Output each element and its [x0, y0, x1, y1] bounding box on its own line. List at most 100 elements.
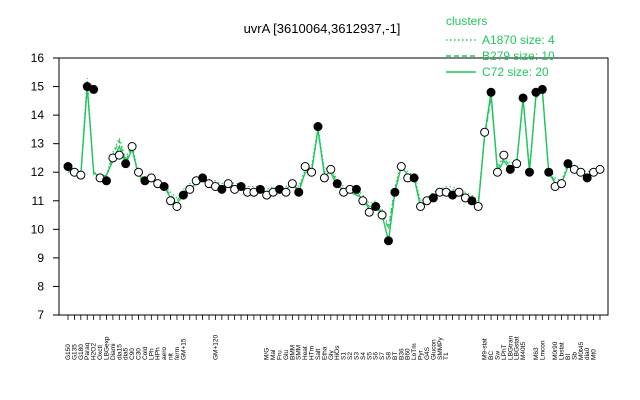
x-tick-label: ferm	[174, 347, 181, 360]
data-point	[377, 210, 387, 220]
x-tick-label: M0r90	[552, 341, 559, 360]
x-tick-label: Sb	[571, 352, 578, 360]
plot-border	[58, 57, 609, 316]
x-tick-label: C90	[129, 348, 136, 360]
x-tick-label: Cold	[142, 346, 149, 360]
data-point	[486, 87, 496, 97]
y-tick-label: 8	[37, 279, 44, 293]
data-point	[281, 187, 291, 197]
x-tick-label: nit	[168, 353, 175, 360]
data-point	[89, 84, 99, 94]
data-point	[544, 167, 554, 177]
data-point	[390, 187, 400, 197]
data-point	[524, 167, 534, 177]
x-tick-label: Sw	[494, 351, 501, 360]
series-layer	[67, 77, 600, 241]
x-tick-label: LBGtran	[507, 335, 514, 360]
data-point	[114, 150, 124, 160]
legend-title: clusters	[446, 14, 487, 28]
data-point	[172, 201, 182, 211]
x-tick-label: B60	[405, 348, 412, 360]
x-tick-label: S5	[366, 352, 373, 360]
x-tick-label: SMM	[296, 345, 303, 360]
x-tick-label: S6	[373, 352, 380, 360]
x-tick-label: Mt0	[591, 349, 598, 360]
x-axis: G150 G135 G180 Paraq H2O2 Oxctl LBGexp Diami dia…	[65, 315, 601, 361]
x-tick-label: GM+120	[212, 335, 219, 360]
y-tick-label: 12	[31, 165, 45, 179]
data-point	[576, 167, 586, 177]
y-tick-label: 9	[37, 251, 44, 265]
data-point	[319, 173, 329, 183]
x-tick-label: HTm	[309, 346, 316, 360]
y-tick-label: 15	[31, 80, 45, 94]
x-tick-label: Pyr	[418, 349, 425, 360]
y-tick-label: 10	[31, 222, 45, 236]
chart-title: uvrA [3610064,3612937,-1]	[244, 21, 401, 36]
data-point	[101, 176, 111, 186]
x-tick-label: GM+15	[180, 338, 187, 360]
data-point	[364, 207, 374, 217]
data-point	[287, 179, 297, 189]
x-tick-label: Paraq	[84, 342, 91, 360]
x-tick-label: Glu	[283, 350, 290, 361]
x-tick-label: LPh	[148, 348, 155, 360]
x-tick-label: M/G	[264, 348, 271, 360]
data-point	[473, 201, 483, 211]
data-point	[358, 196, 368, 206]
x-tick-label: Salt	[315, 349, 322, 360]
x-tick-label: Lmcon	[539, 340, 546, 360]
x-tick-label: BI	[565, 354, 572, 360]
data-point	[217, 184, 227, 194]
data-point	[223, 179, 233, 189]
y-tick-label: 14	[31, 108, 45, 122]
x-tick-label: M0t45	[578, 342, 585, 360]
x-tick-label: BT	[392, 352, 399, 360]
data-point	[313, 122, 323, 132]
x-tick-label: G150	[65, 344, 72, 360]
x-tick-label: G180	[78, 344, 85, 360]
x-tick-label: HPh	[155, 347, 162, 360]
data-point	[428, 193, 438, 203]
series-line-dashed	[67, 83, 600, 232]
x-tick-label: Lbstat	[559, 342, 566, 360]
data-point	[512, 159, 522, 169]
data-point	[121, 159, 131, 169]
x-tick-label: dia15	[116, 344, 123, 360]
data-point	[467, 196, 477, 206]
data-point	[236, 182, 246, 191]
y-tick-label: 11	[32, 194, 45, 208]
data-point	[480, 127, 490, 137]
points-layer	[63, 82, 605, 246]
x-tick-label: B36	[398, 348, 405, 360]
data-point	[416, 201, 426, 211]
data-point	[371, 201, 381, 211]
y-axis: 7 8 9 10 11 12 13 14 15 16	[31, 51, 59, 322]
x-tick-label: G4S	[424, 346, 431, 360]
x-tick-label: Heat	[302, 346, 309, 360]
x-tick-label: aero	[161, 347, 168, 360]
x-tick-label: T1	[443, 352, 450, 360]
data-point	[557, 179, 567, 189]
data-point	[294, 187, 304, 197]
x-tick-label: S8	[385, 352, 392, 360]
x-tick-label: M63	[533, 347, 540, 360]
x-tick-label: LoTm	[411, 343, 418, 360]
data-point	[582, 173, 592, 183]
legend: clusters A1870 size: 4 B279 size: 10 C72 s…	[446, 14, 555, 79]
data-point	[383, 236, 393, 246]
plot-frame	[58, 57, 609, 316]
data-point	[396, 162, 406, 172]
x-tick-label: S7	[379, 352, 386, 360]
data-point	[134, 167, 144, 177]
x-tick-label: M9-stat	[482, 338, 489, 360]
data-point	[255, 184, 265, 194]
data-point	[332, 179, 342, 189]
data-point	[178, 190, 188, 200]
x-tick-label: C30	[136, 348, 143, 360]
data-point	[326, 164, 336, 174]
x-tick-label: LBGstat	[514, 336, 521, 360]
data-point	[499, 150, 509, 160]
x-tick-label: dia0	[584, 347, 591, 360]
x-tick-label: Oxctl	[97, 345, 104, 360]
